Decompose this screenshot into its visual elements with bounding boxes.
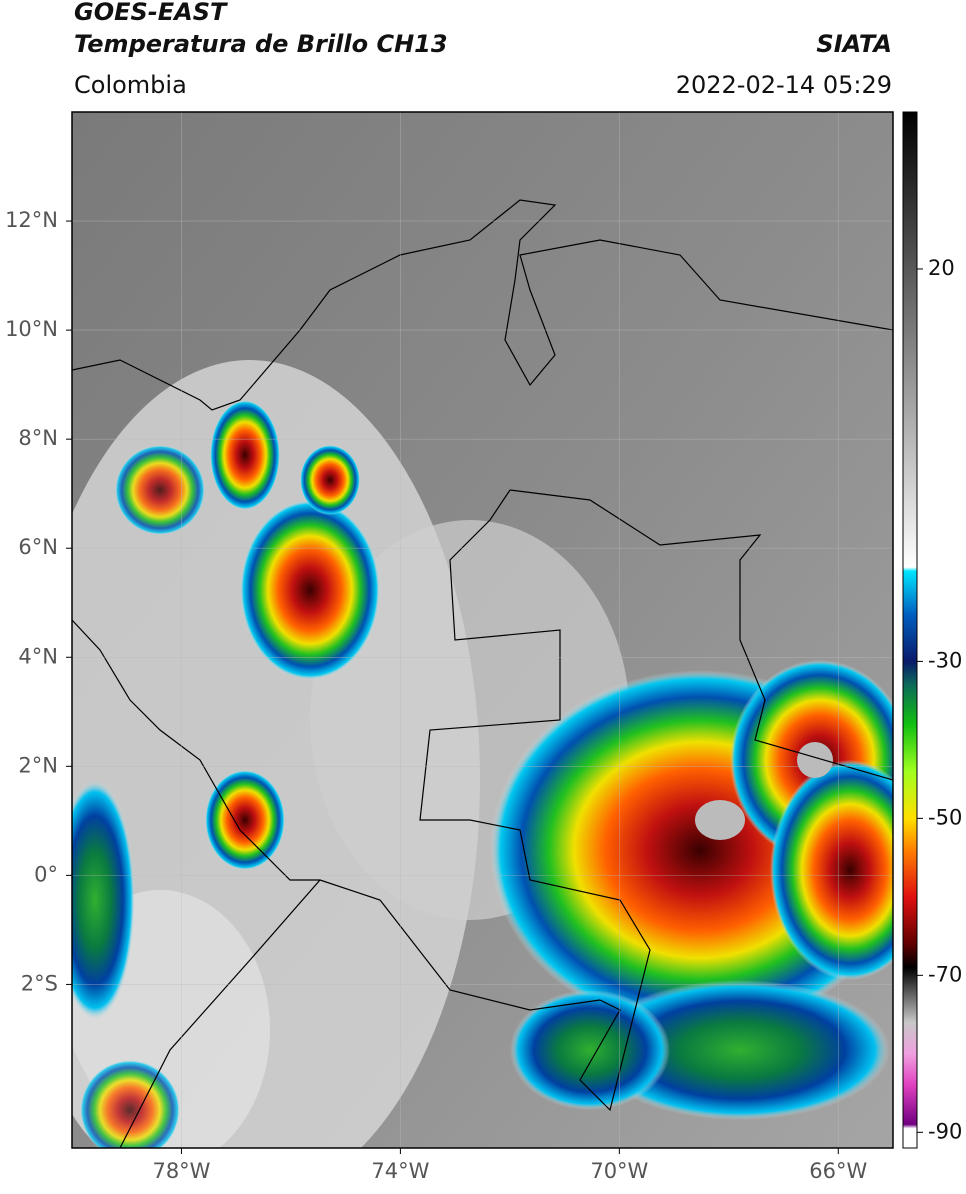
- borders: [72, 199, 893, 1148]
- colorbar-tick-label: 20: [928, 256, 955, 280]
- colorbar: [902, 111, 918, 1149]
- y-tick-label: 12°N: [5, 208, 58, 232]
- satellite-image: [72, 112, 893, 1148]
- colorbar-tick-label: -50: [928, 805, 962, 829]
- y-tick-label: 8°N: [18, 426, 58, 450]
- colorbar-tick-label: -30: [928, 648, 962, 672]
- y-tick-label: 4°N: [18, 644, 58, 668]
- region: Colombia: [74, 71, 187, 99]
- x-tick-label: 70°W: [590, 1159, 648, 1183]
- y-tick-label: 6°N: [18, 535, 58, 559]
- title: GOES-EAST: [74, 0, 228, 26]
- colorbar-tick-label: -70: [928, 962, 962, 986]
- y-tick-label: 2°N: [18, 753, 58, 777]
- subtitle: Temperatura de Brillo CH13: [74, 30, 448, 58]
- x-tick-label: 74°W: [371, 1159, 429, 1183]
- map-frame: [71, 111, 894, 1149]
- x-tick-label: 78°W: [152, 1159, 210, 1183]
- x-tick-label: 66°W: [809, 1159, 867, 1183]
- y-tick-label: 0°: [34, 862, 58, 886]
- grid: [72, 112, 893, 1148]
- y-tick-label: 10°N: [5, 317, 58, 341]
- datetime: 2022-02-14 05:29: [676, 71, 892, 99]
- colorbar-tick-label: -90: [928, 1119, 962, 1143]
- y-tick-label: 2°S: [21, 971, 58, 995]
- source: SIATA: [816, 30, 892, 58]
